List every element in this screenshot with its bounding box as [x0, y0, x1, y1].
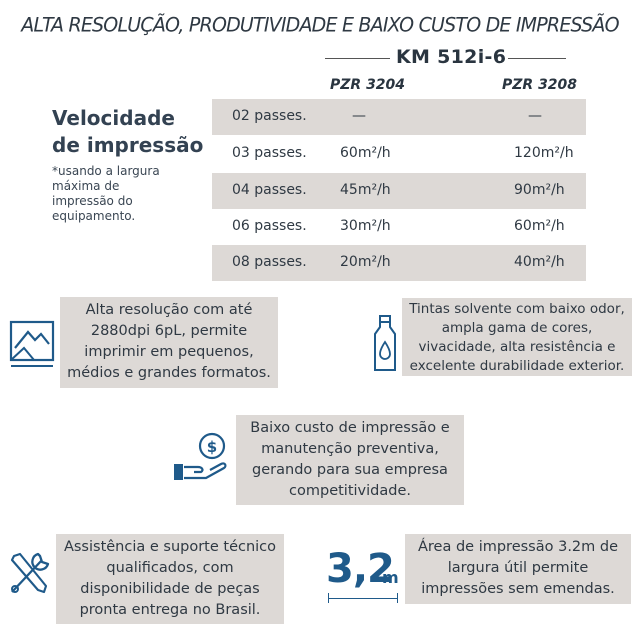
tools-icon — [10, 552, 50, 594]
cost-box: Baixo custo de impressão e manutenção pr… — [236, 415, 464, 505]
speed-title: Velocidade de impressão — [52, 105, 203, 159]
speed-note-line: máxima de — [52, 179, 120, 193]
headline: ALTA RESOLUÇÃO, PRODUTIVIDADE E BAIXO CU… — [21, 13, 619, 37]
cost-line: gerando para sua empresa — [252, 462, 448, 478]
speed-note-line: *usando a largura — [52, 164, 160, 178]
column-header-pzr3208: PZR 3208 — [502, 77, 578, 93]
cost-line: Baixo custo de impressão e — [250, 420, 450, 436]
support-line: pronta entrega no Brasil. — [79, 602, 261, 618]
area-value: 3,2 — [326, 546, 395, 592]
speed-title-line1: Velocidade — [52, 106, 175, 130]
area-line: largura útil permite — [447, 560, 589, 576]
support-line: Assistência e suporte técnico — [63, 539, 277, 555]
passes-cell: 08 passes. — [232, 254, 307, 270]
area-box: Área de impressão 3.2m de largura útil p… — [405, 534, 631, 604]
value-cell: 45m²/h — [340, 182, 391, 198]
resolution-line: imprimir em pequenos, — [84, 344, 254, 360]
image-icon — [9, 320, 55, 367]
area-line: Área de impressão 3.2m de — [417, 539, 619, 555]
value-cell: — — [528, 108, 542, 124]
support-line: disponibilidade de peças — [80, 581, 260, 597]
passes-cell: 03 passes. — [232, 145, 307, 161]
value-cell: 90m²/h — [514, 182, 565, 198]
value-cell: — — [352, 108, 366, 124]
speed-note: *usando a largura máxima de impressão do… — [52, 164, 192, 224]
speed-note-line: impressão do — [52, 194, 133, 208]
support-box: Assistência e suporte técnico qualificad… — [56, 534, 284, 624]
resolution-line: 2880dpi 6pL, permite — [90, 323, 248, 339]
area-dimension-line — [328, 598, 398, 599]
passes-cell: 04 passes. — [232, 182, 307, 198]
model-divider-left — [325, 58, 390, 59]
resolution-line: Alta resolução com até — [85, 302, 253, 318]
passes-cell: 06 passes. — [232, 218, 307, 234]
cost-line: manutenção preventiva, — [261, 441, 439, 457]
inks-line: excelente durabilidade exterior. — [409, 358, 625, 374]
support-line: qualificados, com — [106, 560, 234, 576]
bottle-icon — [374, 315, 396, 371]
resolution-line: médios e grandes formatos. — [67, 365, 271, 381]
table-row: 04 passes. 45m²/h 90m²/h — [212, 173, 586, 209]
resolution-box: Alta resolução com até 2880dpi 6pL, perm… — [60, 297, 278, 388]
value-cell: 20m²/h — [340, 254, 391, 270]
table-row: 08 passes. 20m²/h 40m²/h — [212, 245, 586, 281]
table-row: 06 passes. 30m²/h 60m²/h — [212, 209, 586, 245]
value-cell: 60m²/h — [340, 145, 391, 161]
inks-line: vivacidade, alta resistência e — [418, 339, 616, 355]
area-unit: m — [382, 568, 399, 587]
inks-line: Tintas solvente com baixo odor, — [409, 301, 625, 317]
passes-cell: 02 passes. — [232, 108, 307, 124]
value-cell: 60m²/h — [514, 218, 565, 234]
inks-line: ampla gama de cores, — [441, 320, 593, 336]
svg-text:$: $ — [207, 438, 217, 456]
table-row: 02 passes. — — — [212, 99, 586, 135]
model-name: KM 512i-6 — [396, 46, 507, 68]
speed-note-line: equipamento. — [52, 209, 136, 223]
value-cell: 120m²/h — [514, 145, 574, 161]
area-dimension-tick-right — [397, 593, 398, 603]
area-badge: 3,2 m — [326, 546, 402, 604]
column-header-pzr3204: PZR 3204 — [330, 77, 406, 93]
value-cell: 30m²/h — [340, 218, 391, 234]
area-dimension-tick-left — [328, 593, 329, 603]
cost-line: competitividade. — [289, 483, 411, 499]
speed-title-line2: de impressão — [52, 133, 204, 157]
area-line: impressões sem emendas. — [421, 581, 615, 597]
value-cell: 40m²/h — [514, 254, 565, 270]
inks-box: Tintas solvente com baixo odor, ampla ga… — [402, 298, 632, 376]
money-hand-icon: $ — [174, 432, 227, 480]
model-divider-right — [508, 58, 566, 59]
table-row: 03 passes. 60m²/h 120m²/h — [212, 136, 586, 172]
